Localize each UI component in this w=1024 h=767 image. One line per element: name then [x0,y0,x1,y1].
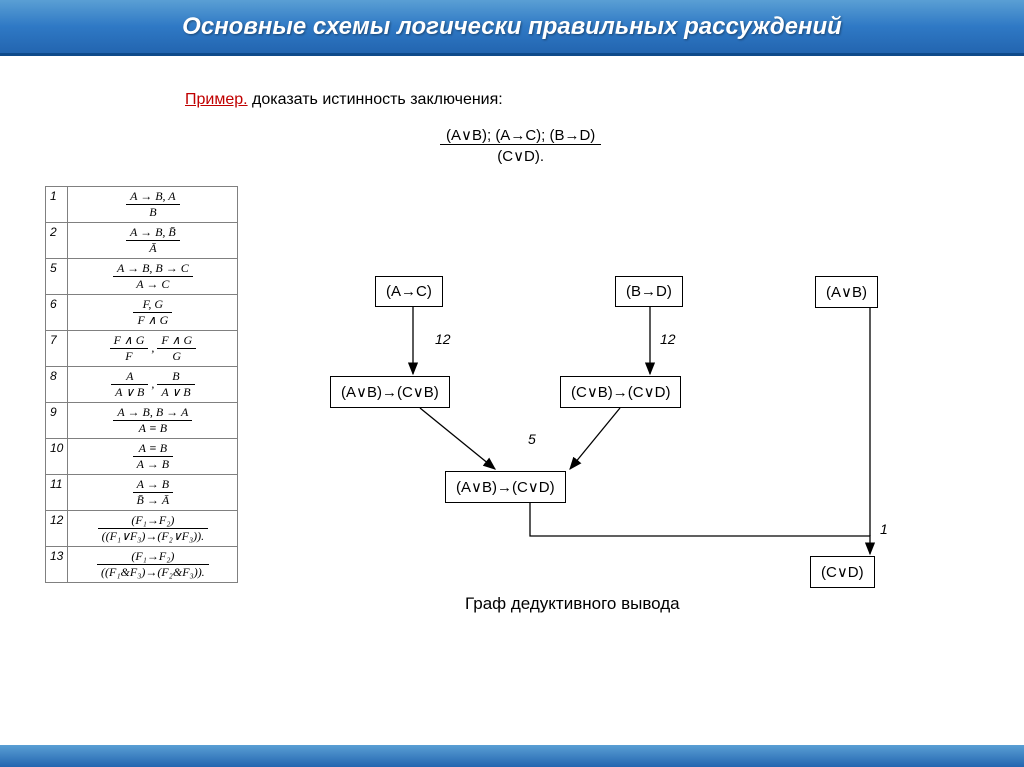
rule-number: 11 [46,475,68,511]
rule-formula: A → B, B → CA → C [68,259,238,295]
header-band: Основные схемы логически правильных расс… [0,0,1024,56]
rule-number: 2 [46,223,68,259]
flow-node-n7: (C∨D) [810,556,875,588]
rule-row: 13(F₁→F₂)((F₁&F₃)→(F₂&F₃)). [46,547,238,583]
rule-number: 13 [46,547,68,583]
rule-number: 7 [46,331,68,367]
edge-label-e12a: 12 [435,331,451,347]
rule-row: 9A → B, B → AA ≡ B [46,403,238,439]
rule-row: 7F ∧ GF , F ∧ GG [46,331,238,367]
rule-number: 6 [46,295,68,331]
example-line: Пример. доказать истинность заключения: [185,91,503,109]
rule-row: 11A → BB̄ → Ā [46,475,238,511]
rule-formula: A → B, B̄Ā [68,223,238,259]
rule-row: 12(F₁→F₂)((F₁∨F₃)→(F₂∨F₃)). [46,511,238,547]
flow-node-n1: (A→C) [375,276,443,307]
rule-row: 2A → B, B̄Ā [46,223,238,259]
rule-formula: AA ∨ B , BA ∨ B [68,367,238,403]
rule-number: 12 [46,511,68,547]
rule-formula: A ≡ BA → B [68,439,238,475]
rule-formula: (F₁→F₂)((F₁&F₃)→(F₂&F₃)). [68,547,238,583]
flowchart: (A→C) (B→D) (A∨B) (A∨B)→(C∨B) (C∨B)→(C∨D) (A∨… [320,276,1000,706]
flow-node-n5: (C∨B)→(C∨D) [560,376,681,408]
rule-number: 9 [46,403,68,439]
edge-label-e1: 1 [880,521,888,537]
rule-number: 1 [46,187,68,223]
rule-number: 10 [46,439,68,475]
flow-node-n2: (B→D) [615,276,683,307]
rule-row: 10A ≡ BA → B [46,439,238,475]
page-title: Основные схемы логически правильных расс… [182,13,842,41]
example-formula: (A∨B); (A→C); (B→D) (C∨D). [440,126,601,165]
rule-number: 8 [46,367,68,403]
flow-node-n6: (A∨B)→(C∨D) [445,471,566,503]
example-label: Пример. [185,91,248,108]
rule-formula: F ∧ GF , F ∧ GG [68,331,238,367]
flow-caption: Граф дедуктивного вывода [465,594,680,614]
example-conclusion: (C∨D). [440,145,601,165]
rule-row: 6F, GF ∧ G [46,295,238,331]
footer-band [0,745,1024,767]
flow-node-n3: (A∨B) [815,276,878,308]
edge-label-e5: 5 [528,431,536,447]
rule-formula: (F₁→F₂)((F₁∨F₃)→(F₂∨F₃)). [68,511,238,547]
rule-row: 5A → B, B → CA → C [46,259,238,295]
example-text: доказать истинность заключения: [252,91,503,108]
example-premises: (A∨B); (A→C); (B→D) [440,126,601,145]
rule-formula: A → B, AB [68,187,238,223]
rule-formula: A → BB̄ → Ā [68,475,238,511]
rule-formula: F, GF ∧ G [68,295,238,331]
rule-number: 5 [46,259,68,295]
edge-label-e12b: 12 [660,331,676,347]
rule-row: 8AA ∨ B , BA ∨ B [46,367,238,403]
flow-node-n4: (A∨B)→(C∨B) [330,376,450,408]
rule-formula: A → B, B → AA ≡ B [68,403,238,439]
rule-row: 1A → B, AB [46,187,238,223]
rules-table: 1A → B, AB2A → B, B̄Ā5A → B, B → CA → C6… [45,186,238,583]
